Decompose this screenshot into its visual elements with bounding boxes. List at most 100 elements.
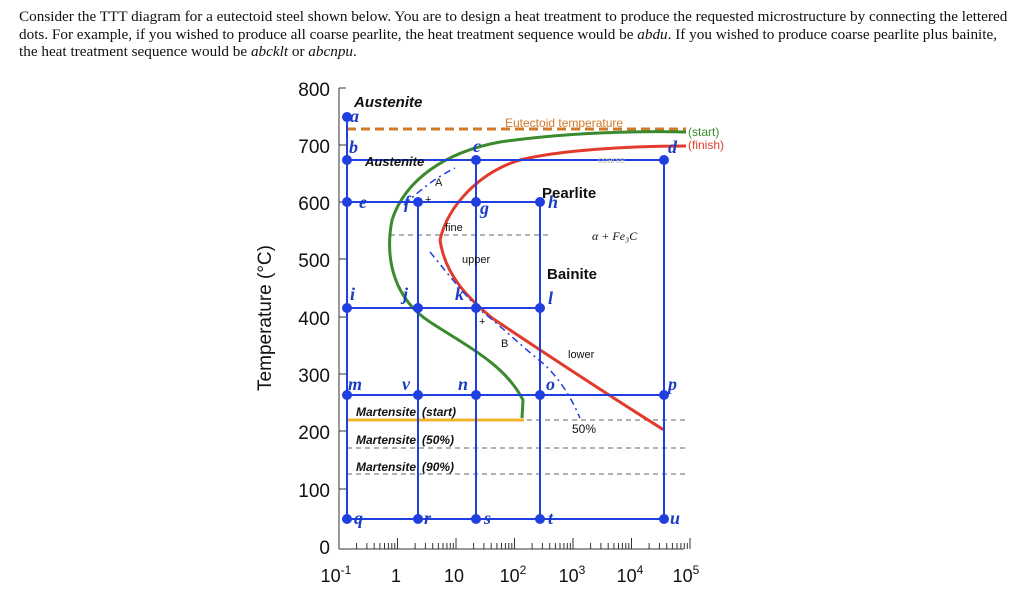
label-e: e <box>359 192 367 212</box>
dot-v[interactable] <box>413 390 423 400</box>
example-sequence-1: abdu <box>637 25 668 43</box>
label-l: l <box>548 288 553 308</box>
lower-label: lower <box>568 349 595 361</box>
question-part-2: . If you wished to produce coarse pearli… <box>19 25 998 61</box>
question-part-3: or <box>288 43 309 60</box>
dot-g[interactable] <box>471 197 481 207</box>
label-h: h <box>548 192 558 212</box>
fine-label: fine <box>445 222 463 234</box>
y-tick-300: 300 <box>298 366 330 387</box>
dot-c[interactable] <box>471 155 481 165</box>
phase-label: α + Fe₃C <box>592 229 638 243</box>
region-labels: Austenite Austenite coarse Eutectoid tem… <box>353 94 724 436</box>
y-tick-400: 400 <box>298 309 330 330</box>
dot-e[interactable] <box>342 197 352 207</box>
dot-j[interactable] <box>413 303 423 313</box>
dot-d[interactable] <box>659 155 669 165</box>
a-label: A <box>435 177 443 189</box>
dot-l[interactable] <box>535 303 545 313</box>
question-text: Consider the TTT diagram for a eutectoid… <box>19 8 1009 61</box>
upper-label: upper <box>462 254 490 266</box>
dot-b[interactable] <box>342 155 352 165</box>
x-tick-5: 104 <box>617 563 644 586</box>
y-tick-600: 600 <box>298 194 330 215</box>
dot-u[interactable] <box>659 514 669 524</box>
y-axis-label: Temperature (°C) <box>255 245 276 391</box>
x-tick-labels: 10-1 1 10 102 103 104 105 <box>321 563 700 586</box>
transformation-start-curve <box>388 130 687 419</box>
y-tick-800: 800 <box>298 80 330 101</box>
austenite-top-label: Austenite <box>353 94 422 111</box>
label-k: k <box>455 284 464 304</box>
label-s: s <box>483 508 491 528</box>
plus-label-2: + <box>479 316 485 328</box>
label-c: c <box>473 136 481 156</box>
martensite-90-label: Martensite (90%) <box>356 460 454 474</box>
dot-k[interactable] <box>471 303 481 313</box>
legend-finish: (finish) <box>688 138 724 152</box>
coarse-label: coarse <box>598 155 625 165</box>
y-tick-100: 100 <box>298 481 330 502</box>
path-dots <box>342 112 669 524</box>
y-tick-0: 0 <box>319 538 330 559</box>
dot-t[interactable] <box>535 514 545 524</box>
dot-o[interactable] <box>535 390 545 400</box>
austenite-mid-label: Austenite <box>364 154 424 169</box>
y-tick-500: 500 <box>298 251 330 272</box>
legend-start: (start) <box>688 125 719 139</box>
martensite-labels: Martensite (start) Martensite (50%) Marten… <box>356 405 456 474</box>
x-tick-2: 10 <box>444 566 464 586</box>
dot-m[interactable] <box>342 390 352 400</box>
path-grid <box>346 117 665 520</box>
y-tick-labels: 800 700 600 500 400 300 200 100 0 <box>298 80 330 559</box>
x-minor-ticks <box>338 538 691 549</box>
plus-label-1: + <box>425 194 431 206</box>
question-part-4: . <box>353 43 357 60</box>
dot-n[interactable] <box>471 390 481 400</box>
label-a: a <box>350 106 359 126</box>
x-tick-6: 105 <box>673 563 700 586</box>
transformation-finish-curve <box>438 144 687 432</box>
martensite-start-label: Martensite (start) <box>356 405 456 419</box>
label-r: r <box>424 508 432 528</box>
label-o: o <box>546 374 555 394</box>
label-n: n <box>458 374 468 394</box>
label-g: g <box>479 198 489 218</box>
y-tick-200: 200 <box>298 423 330 444</box>
dot-h[interactable] <box>535 197 545 207</box>
dot-q[interactable] <box>342 514 352 524</box>
fifty-percent-label: 50% <box>572 422 596 436</box>
question-part-1: Consider the TTT diagram for a eutectoid… <box>19 8 1008 43</box>
label-f: f <box>404 192 412 212</box>
x-tick-4: 103 <box>559 563 586 586</box>
y-tick-700: 700 <box>298 137 330 158</box>
label-m: m <box>348 374 362 394</box>
x-tick-3: 102 <box>500 563 527 586</box>
pearlite-label: Pearlite <box>542 185 596 202</box>
dot-a[interactable] <box>342 112 352 122</box>
label-q: q <box>354 508 363 528</box>
dot-s[interactable] <box>471 514 481 524</box>
y-tick-marks <box>339 87 346 490</box>
dot-i[interactable] <box>342 303 352 313</box>
x-tick-0: 10-1 <box>321 563 352 586</box>
dot-p[interactable] <box>659 390 669 400</box>
bainite-label: Bainite <box>547 266 597 283</box>
point-labels: a b c d e f g h i j k l m v n o p q r s … <box>348 106 680 528</box>
b-label: B <box>501 338 508 350</box>
dot-r[interactable] <box>413 514 423 524</box>
example-sequence-3: abcnpu <box>308 43 354 60</box>
label-j: j <box>400 284 409 304</box>
dot-f[interactable] <box>413 197 423 207</box>
label-d: d <box>668 137 678 157</box>
label-b: b <box>349 137 358 157</box>
label-v: v <box>402 374 411 394</box>
label-u: u <box>670 508 680 528</box>
martensite-50-label: Martensite (50%) <box>356 433 454 447</box>
label-i: i <box>350 284 355 304</box>
eutectoid-label: Eutectoid temperature <box>505 116 623 130</box>
example-sequence-2: abcklt <box>250 43 289 60</box>
label-p: p <box>666 374 677 394</box>
x-tick-1: 1 <box>391 566 401 586</box>
